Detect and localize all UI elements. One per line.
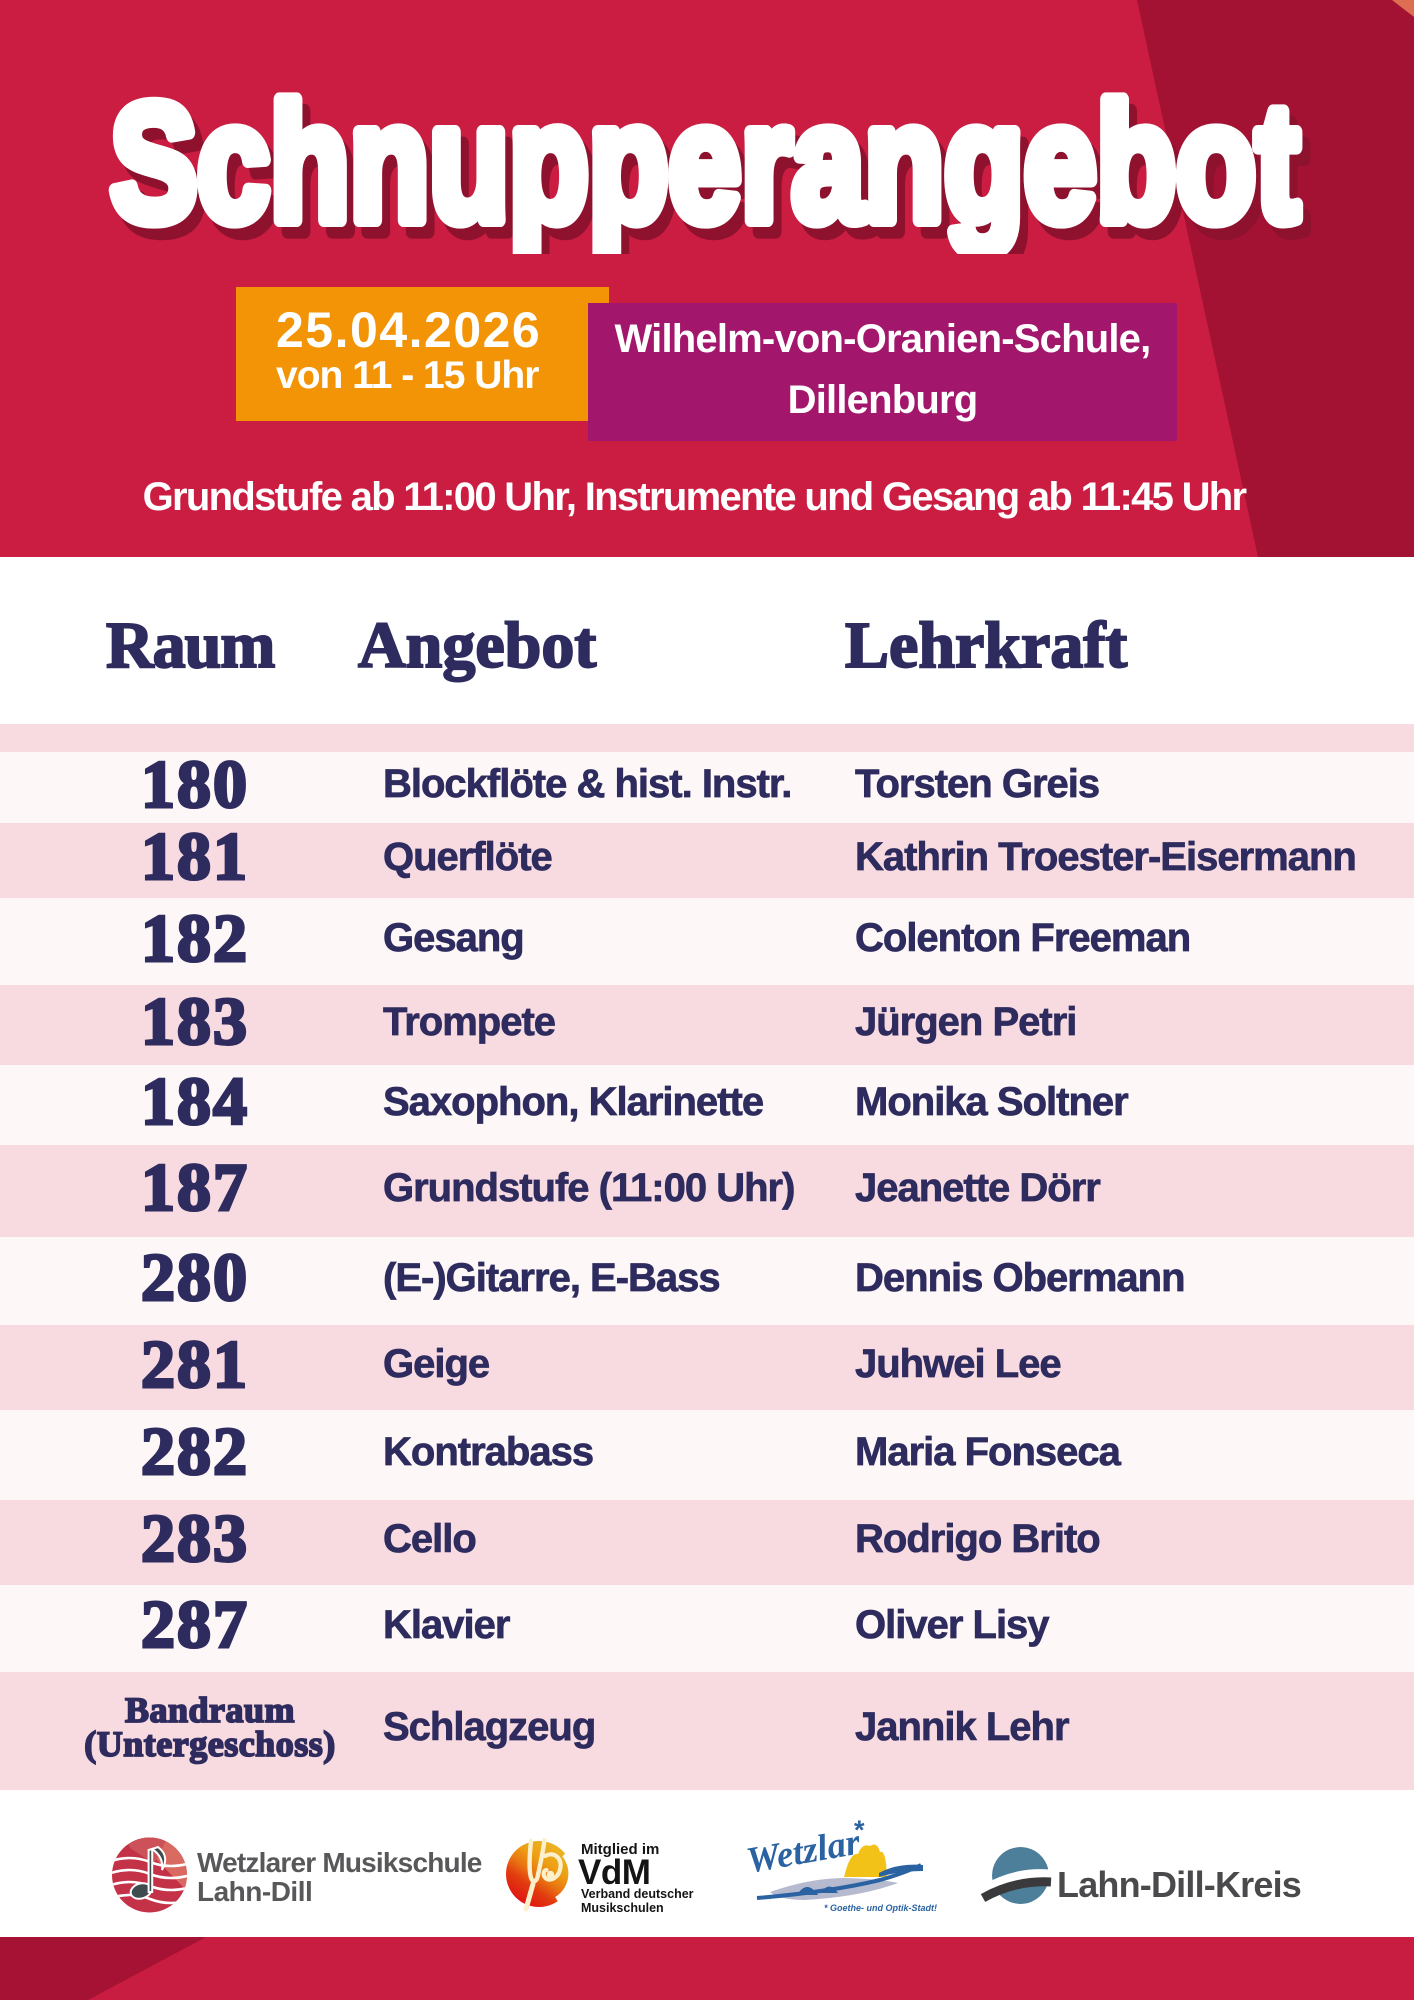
svg-text:Wetzlarer Musikschule: Wetzlarer Musikschule [197,1847,482,1878]
svg-text:Lahn-Dill-Kreis: Lahn-Dill-Kreis [1057,1864,1301,1905]
svg-text:*: * [854,1815,865,1845]
svg-text:Lahn-Dill: Lahn-Dill [197,1876,312,1907]
svg-text:Schnupperangebot: Schnupperangebot [118,81,1307,254]
svg-text:* Goethe- und Optik-Stadt!: * Goethe- und Optik-Stadt! [824,1903,937,1913]
svg-text:VdM: VdM [578,1853,650,1892]
svg-text:Verband deutscher: Verband deutscher [581,1887,694,1901]
svg-text:Musikschulen: Musikschulen [581,1901,664,1915]
svg-text:Schnupperangebot: Schnupperangebot [110,70,1299,254]
svg-text:Mitglied im: Mitglied im [581,1841,659,1858]
